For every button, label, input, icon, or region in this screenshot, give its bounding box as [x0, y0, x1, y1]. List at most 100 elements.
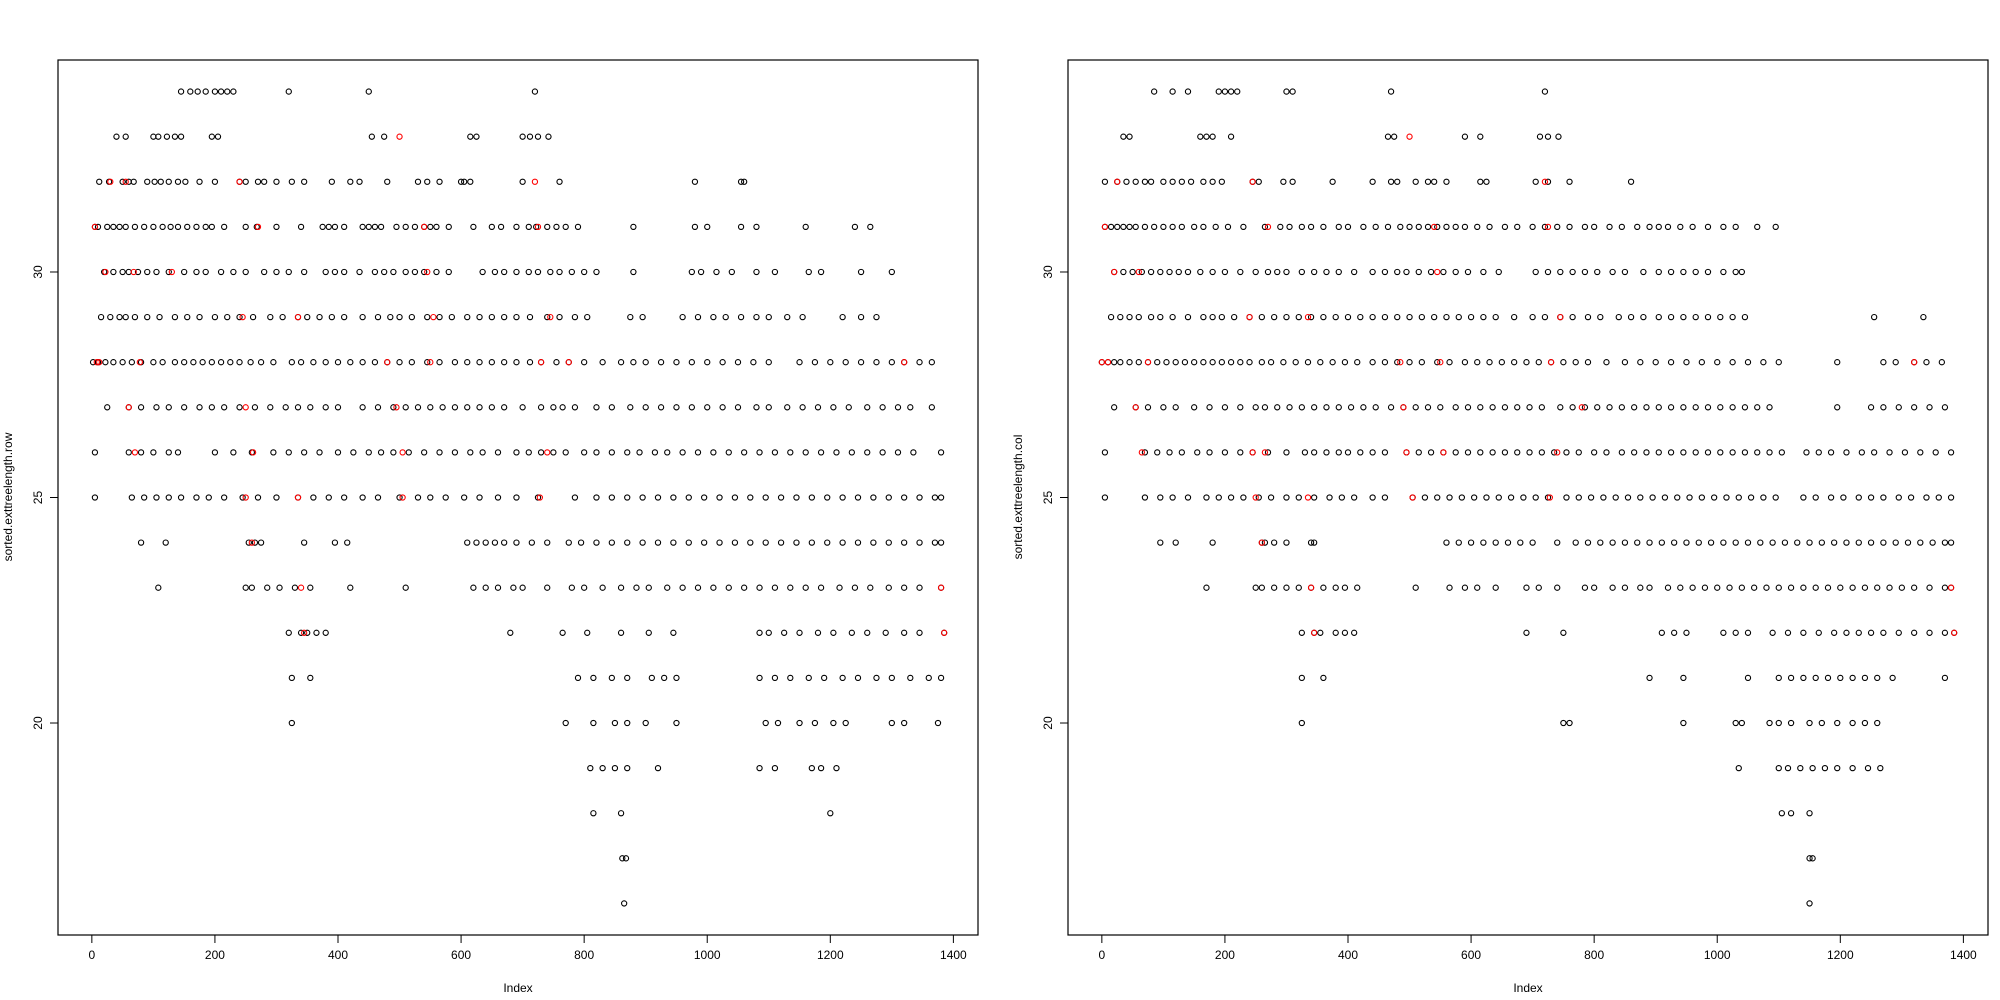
data-point — [722, 313, 729, 321]
data-point — [1760, 494, 1767, 501]
data-point — [1101, 449, 1109, 456]
data-point — [501, 359, 508, 366]
data-point — [1738, 268, 1745, 276]
data-point — [1464, 449, 1472, 456]
data-point — [673, 719, 680, 727]
data-point — [645, 629, 652, 636]
data-point — [587, 764, 594, 772]
data-point — [1560, 629, 1567, 636]
data-point — [1569, 404, 1576, 411]
data-point-highlighted — [534, 223, 542, 231]
data-point — [1440, 268, 1447, 276]
data-point — [217, 359, 225, 366]
data-point — [710, 449, 717, 456]
data-point — [1874, 674, 1881, 682]
data-point — [1486, 359, 1493, 366]
data-point — [1163, 359, 1170, 366]
data-point — [153, 494, 160, 501]
data-point — [1154, 359, 1161, 366]
data-point — [1434, 359, 1441, 366]
data-point — [1501, 404, 1509, 411]
data-point — [1584, 313, 1592, 321]
data-point — [1338, 494, 1345, 501]
data-point — [747, 494, 754, 501]
data-point — [236, 359, 243, 366]
data-point — [1618, 449, 1625, 456]
data-point-highlighted — [125, 404, 132, 411]
data-point — [1295, 313, 1302, 321]
data-point — [793, 494, 800, 501]
x-tick-label: 1400 — [1950, 948, 1977, 962]
data-point — [187, 88, 194, 95]
data-point — [1335, 449, 1342, 456]
data-point — [488, 359, 495, 366]
data-point — [1477, 404, 1484, 411]
data-point — [513, 268, 520, 276]
data-point — [1311, 268, 1318, 276]
data-point — [1514, 223, 1521, 231]
data-point — [1332, 629, 1339, 636]
data-point — [1203, 584, 1210, 591]
data-point — [725, 584, 732, 591]
data-point — [196, 313, 203, 321]
data-point — [285, 88, 292, 95]
data-point — [341, 313, 348, 321]
data-point — [310, 359, 317, 366]
data-point-highlighted — [248, 539, 255, 546]
data-point — [476, 494, 483, 501]
data-point — [1855, 539, 1862, 546]
data-point — [1917, 449, 1924, 456]
data-point — [113, 133, 120, 140]
data-point — [119, 178, 126, 185]
data-point — [1941, 674, 1949, 682]
data-point — [901, 719, 908, 727]
data-point — [513, 494, 520, 501]
data-point — [230, 268, 237, 276]
data-point — [1166, 268, 1173, 276]
data-point — [1889, 674, 1896, 682]
data-point — [202, 223, 209, 231]
data-point — [1172, 404, 1179, 411]
data-point — [1424, 223, 1432, 231]
data-point — [1621, 268, 1629, 276]
data-point — [1255, 494, 1262, 501]
data-point — [1932, 449, 1939, 456]
data-point-highlighted — [1400, 404, 1407, 411]
data-point — [1744, 674, 1752, 682]
data-point — [374, 494, 382, 501]
data-point — [470, 584, 477, 591]
data-point — [787, 449, 794, 456]
data-point — [1151, 223, 1158, 231]
data-point — [325, 494, 332, 501]
data-point — [1867, 494, 1875, 501]
data-point — [1209, 133, 1216, 140]
data-point — [1415, 268, 1422, 276]
x-tick-label: 1000 — [694, 948, 721, 962]
data-point — [1775, 764, 1782, 772]
data-point — [254, 494, 262, 501]
data-point — [184, 313, 191, 321]
data-point — [839, 494, 846, 501]
data-point — [1360, 404, 1367, 411]
data-point — [249, 313, 257, 321]
data-point — [1787, 719, 1795, 727]
data-point — [273, 268, 280, 276]
data-point — [784, 313, 791, 321]
data-point-highlighted — [1249, 449, 1256, 456]
data-point — [282, 404, 289, 411]
data-point-highlighted — [107, 178, 114, 185]
data-point — [211, 313, 219, 321]
data-point-highlighted — [294, 494, 302, 501]
data-point — [765, 629, 772, 636]
data-point-highlighted — [544, 449, 551, 456]
data-point — [1132, 178, 1139, 185]
data-point — [242, 268, 249, 276]
data-point — [670, 494, 677, 501]
data-point — [1172, 359, 1179, 366]
data-point — [1298, 719, 1305, 727]
data-point — [762, 539, 769, 546]
data-point — [805, 268, 812, 276]
data-point-highlighted — [421, 223, 428, 231]
data-point — [704, 223, 711, 231]
data-point — [1926, 584, 1933, 591]
